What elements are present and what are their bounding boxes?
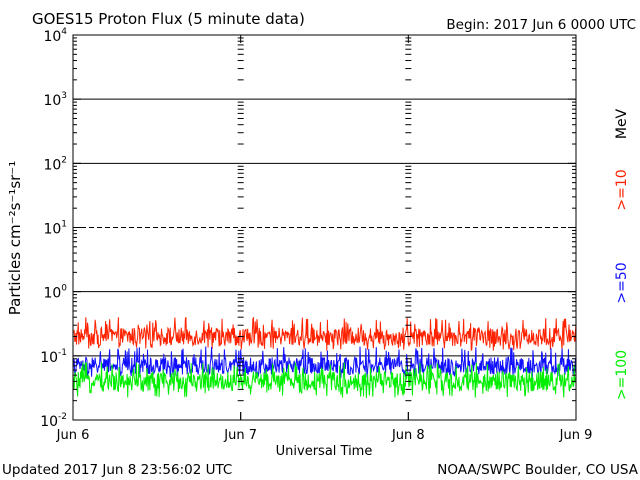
x-axis-label: Universal Time	[276, 444, 373, 459]
y-tick-base: 10	[43, 157, 61, 173]
y-tick-exponent: -1	[58, 348, 67, 358]
chart-title: GOES15 Proton Flux (5 minute data)	[32, 10, 305, 28]
x-tick-label: Jun 8	[391, 428, 425, 443]
legend: MeV >=10 >=50 >=100	[614, 108, 630, 400]
y-tick-base: 10	[40, 414, 58, 430]
x-ticks: Jun 6 Jun 7 Jun 8 Jun 9	[56, 412, 593, 443]
begin-label: Begin: 2017 Jun 6 0000 UTC	[446, 17, 636, 33]
day-tick-marks	[237, 35, 412, 420]
updated-timestamp: Updated 2017 Jun 8 23:56:02 UTC	[2, 462, 232, 478]
y-tick-exponent: 0	[61, 284, 67, 294]
y-tick-exponent: 4	[61, 27, 67, 37]
y-axis-label: Particles cm⁻²s⁻¹sr⁻¹	[6, 161, 24, 315]
y-tick-label: 104	[43, 27, 67, 45]
y-tick-base: 10	[40, 350, 58, 366]
x-tick-label: Jun 9	[559, 428, 593, 443]
series-layer	[72, 317, 577, 398]
y-tick-base: 10	[43, 222, 61, 238]
y-tick-exponent: 3	[61, 91, 67, 101]
y-tick-label: 100	[43, 284, 67, 302]
y-tick-label: 10-1	[40, 348, 67, 366]
y-tick-exponent: 2	[61, 155, 67, 165]
legend-entry: >=100	[614, 350, 630, 400]
x-tick-label: Jun 6	[56, 428, 90, 443]
y-tick-exponent: 1	[61, 220, 67, 230]
series-line	[72, 346, 577, 379]
y-tick-exponent: -2	[58, 412, 67, 422]
series-line	[72, 362, 577, 398]
y-tick-label: 103	[43, 91, 67, 109]
y-tick-base: 10	[43, 286, 61, 302]
y-tick-base: 10	[43, 29, 61, 45]
data-source: NOAA/SWPC Boulder, CO USA	[437, 462, 639, 478]
legend-entry: >=10	[614, 169, 630, 210]
y-tick-base: 10	[43, 93, 61, 109]
series-line	[72, 317, 577, 351]
x-tick-label: Jun 7	[223, 428, 257, 443]
legend-unit: MeV	[614, 108, 630, 139]
legend-entry: >=50	[614, 262, 630, 303]
threshold-lines	[73, 98, 576, 357]
y-tick-label: 10-2	[40, 412, 67, 430]
y-tick-label: 102	[43, 155, 67, 173]
y-tick-label: 101	[43, 220, 67, 238]
